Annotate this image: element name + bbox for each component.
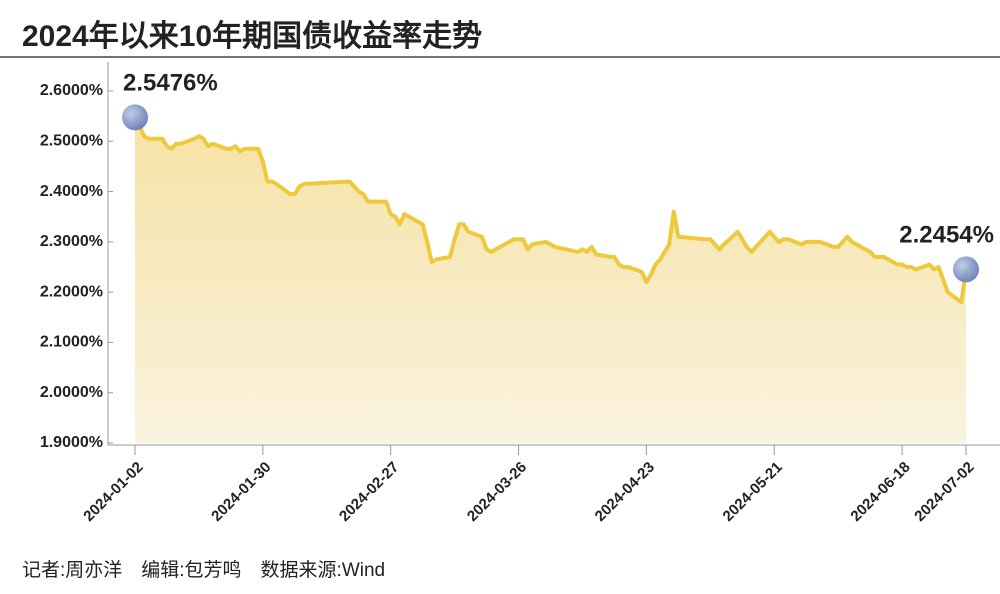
x-tick-label: 2024-05-21 — [720, 459, 786, 525]
annotation-dot — [122, 104, 148, 131]
x-tick-label: 2024-01-02 — [80, 459, 146, 525]
x-tick-label: 2024-01-30 — [208, 459, 274, 525]
area-fill — [135, 117, 966, 444]
y-tick-label: 2.5000% — [40, 133, 103, 150]
y-tick-label: 2.1000% — [40, 334, 103, 351]
x-tick-label: 2024-07-02 — [911, 459, 977, 525]
y-tick-label: 2.2000% — [40, 283, 103, 300]
x-tick-label: 2024-02-27 — [336, 459, 402, 525]
x-tick-label: 2024-04-23 — [592, 459, 658, 525]
x-tick-label: 2024-06-18 — [847, 459, 913, 525]
annotation-label: 2.5476% — [123, 70, 218, 97]
y-tick-label: 2.3000% — [40, 233, 103, 250]
source-note: 记者:周亦洋 编辑:包芳鸣 数据来源:Wind — [22, 559, 385, 581]
annotation-dot — [953, 256, 979, 283]
y-tick-label: 2.0000% — [40, 384, 103, 401]
y-tick-label: 2.6000% — [40, 82, 103, 99]
y-tick-label: 1.9000% — [40, 434, 103, 451]
x-tick-label: 2024-03-26 — [464, 459, 530, 525]
chart-title: 2024年以来10年期国债收益率走势 — [22, 20, 482, 53]
line-series — [133, 116, 968, 305]
annotation-label: 2.2454% — [899, 222, 994, 249]
y-tick-label: 2.4000% — [40, 183, 103, 200]
